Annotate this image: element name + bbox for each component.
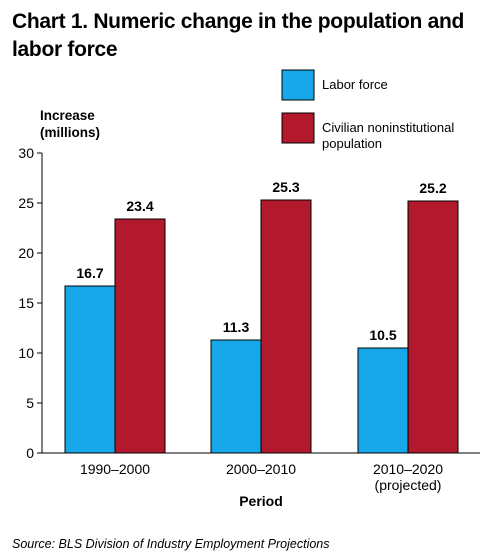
- bar-data-label: 25.2: [419, 180, 446, 196]
- y-tick-label: 5: [26, 395, 34, 411]
- bar-data-label: 16.7: [76, 265, 103, 281]
- bar-data-label: 23.4: [126, 198, 153, 214]
- y-tick-label: 15: [18, 295, 34, 311]
- x-tick-label: 2000–2010: [226, 461, 296, 477]
- y-tick-label: 20: [18, 245, 34, 261]
- bar: [210, 339, 262, 454]
- legend-swatch: [281, 69, 315, 101]
- source-note: Source: BLS Division of Industry Employm…: [12, 537, 330, 551]
- x-tick-label: 1990–2000: [80, 461, 150, 477]
- y-tick-label: 30: [18, 145, 34, 161]
- legend-label: Civilian noninstitutional population: [322, 120, 454, 151]
- legend-swatch: [281, 112, 315, 144]
- y-tick-label: 0: [26, 445, 34, 461]
- bar-data-label: 25.3: [272, 179, 299, 195]
- y-axis-label: Increase (millions): [40, 108, 100, 140]
- bar-data-label: 10.5: [369, 327, 396, 343]
- x-tick-label: 2010–2020 (projected): [373, 461, 443, 493]
- bar-chart: Increase (millions) 0 5 10 15 20 25 30 16.7 11.3 10…: [18, 69, 480, 509]
- y-tick-label: 10: [18, 345, 34, 361]
- bar-data-label: 11.3: [223, 319, 250, 335]
- bar: [114, 218, 166, 454]
- bar: [407, 200, 459, 454]
- bar: [260, 199, 312, 454]
- x-axis-label: Period: [239, 493, 283, 509]
- bar: [64, 285, 116, 454]
- legend-label: Labor force: [322, 77, 388, 92]
- chart-title: Chart 1. Numeric change in the populatio…: [12, 10, 465, 61]
- bar: [357, 347, 409, 454]
- y-tick-label: 25: [18, 195, 34, 211]
